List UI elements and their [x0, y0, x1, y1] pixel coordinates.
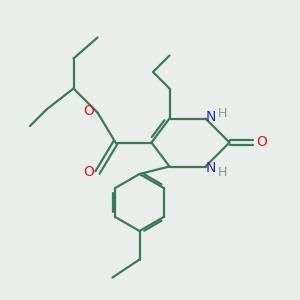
Text: O: O	[84, 104, 94, 118]
Text: N: N	[206, 161, 216, 175]
Text: H: H	[217, 106, 227, 120]
Text: O: O	[84, 166, 94, 179]
Text: N: N	[206, 110, 216, 124]
Text: O: O	[256, 136, 267, 149]
Text: H: H	[217, 166, 227, 179]
